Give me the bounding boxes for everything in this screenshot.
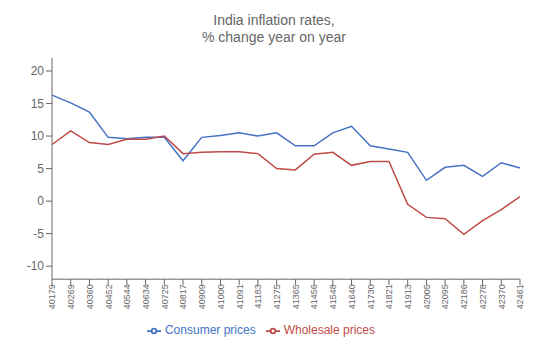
svg-text:20: 20 xyxy=(31,64,45,78)
svg-text:42461: 42461 xyxy=(515,284,525,309)
svg-text:40452: 40452 xyxy=(104,284,114,309)
svg-text:40360: 40360 xyxy=(85,284,95,309)
svg-text:42095: 42095 xyxy=(441,284,451,309)
svg-text:40634: 40634 xyxy=(141,284,151,309)
svg-text:-10: -10 xyxy=(27,259,45,273)
svg-text:5: 5 xyxy=(37,162,44,176)
svg-text:41456: 41456 xyxy=(309,284,319,309)
svg-text:41548: 41548 xyxy=(328,284,338,309)
svg-text:41640: 41640 xyxy=(347,284,357,309)
svg-text:42186: 42186 xyxy=(459,284,469,309)
html-text:India inflation rates,: India inflation rates, xyxy=(213,12,335,28)
svg-text:40817: 40817 xyxy=(178,284,188,309)
svg-text:41000: 41000 xyxy=(216,284,226,309)
svg-text:40909: 40909 xyxy=(197,284,207,309)
svg-text:41730: 41730 xyxy=(366,284,376,309)
svg-text:41913: 41913 xyxy=(403,284,413,309)
svg-text:41275: 41275 xyxy=(272,284,282,309)
svg-text:40725: 40725 xyxy=(160,284,170,309)
svg-text:41183: 41183 xyxy=(253,284,263,308)
svg-text:0: 0 xyxy=(37,194,44,208)
html-text:% change year on year: % change year on year xyxy=(202,29,346,45)
svg-text:40179: 40179 xyxy=(47,284,57,309)
svg-text:41091: 41091 xyxy=(235,284,245,309)
html-text:Consumer prices: Consumer prices xyxy=(165,323,256,338)
svg-text:40544: 40544 xyxy=(122,284,132,309)
svg-text:-5: -5 xyxy=(33,227,44,241)
svg-text:40269: 40269 xyxy=(66,284,76,309)
svg-text:42005: 42005 xyxy=(422,284,432,309)
svg-text:41365: 41365 xyxy=(291,284,301,309)
svg-text:10: 10 xyxy=(31,129,45,143)
html-text:Wholesale prices: Wholesale prices xyxy=(283,323,375,338)
svg-text:42370: 42370 xyxy=(497,284,507,309)
svg-text:15: 15 xyxy=(31,97,45,111)
svg-text:42278: 42278 xyxy=(478,284,488,309)
svg-text:41821: 41821 xyxy=(384,284,394,309)
